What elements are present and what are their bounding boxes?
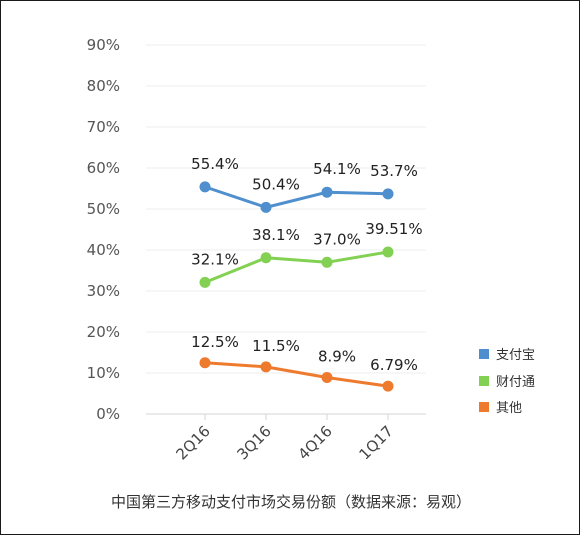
data-label: 37.0%	[313, 230, 361, 248]
y-tick-label: 30%	[87, 282, 120, 300]
data-label: 6.79%	[370, 356, 418, 374]
series-line	[204, 250, 389, 284]
data-point	[321, 186, 333, 198]
legend-swatch	[479, 376, 489, 386]
data-point	[382, 188, 394, 200]
data-point	[260, 361, 272, 373]
series-3: 12.5% 11.5% 8.9% 6.79%	[191, 333, 418, 392]
x-tick-label: 3Q16	[234, 422, 275, 463]
x-tick-label: 2Q16	[173, 422, 214, 463]
data-label: 38.1%	[252, 226, 300, 244]
series-group: 55.4% 50.4% 54.1% 53.7% 32.1% 38.1% 37.0%39.51…	[191, 155, 423, 392]
x-tick-label: 1Q17	[356, 422, 397, 463]
data-point	[199, 357, 211, 369]
data-label: 8.9%	[318, 348, 356, 366]
legend-label: 财付通	[496, 375, 535, 390]
legend-label: 其他	[496, 401, 522, 416]
data-point	[382, 380, 394, 392]
data-point	[260, 201, 272, 213]
legend-swatch	[479, 349, 489, 359]
data-point	[321, 256, 333, 268]
data-point	[382, 246, 394, 258]
series-line	[204, 185, 389, 209]
legend-label: 支付宝	[496, 348, 535, 363]
x-axis-ticks: 2Q16 3Q16 4Q16 1Q17	[173, 414, 397, 463]
y-tick-label: 20%	[87, 323, 120, 341]
chart-caption: 中国第三方移动支付市场交易份额（数据来源：易观）	[111, 493, 471, 511]
y-tick-label: 60%	[87, 159, 120, 177]
x-tick-label: 4Q16	[295, 422, 336, 463]
data-point	[199, 181, 211, 193]
series-line	[204, 361, 389, 388]
data-point	[199, 276, 211, 288]
y-axis-ticks: 0% 10% 20% 30% 40% 50% 60% 70% 80% 90%	[87, 36, 120, 423]
y-tick-label: 50%	[87, 200, 120, 218]
y-tick-label: 0%	[96, 405, 120, 423]
data-label: 32.1%	[191, 250, 239, 268]
data-label: 53.7%	[370, 162, 418, 180]
gridlines	[146, 44, 426, 415]
data-label: 39.51%	[365, 220, 422, 238]
data-label: 54.1%	[313, 160, 361, 178]
data-label: 55.4%	[191, 155, 239, 173]
data-label: 11.5%	[252, 337, 300, 355]
data-label: 12.5%	[191, 333, 239, 351]
y-tick-label: 70%	[87, 118, 120, 136]
series-1: 55.4% 50.4% 54.1% 53.7%	[191, 155, 418, 213]
y-tick-label: 40%	[87, 241, 120, 259]
data-point	[260, 252, 272, 264]
y-tick-label: 90%	[87, 36, 120, 54]
y-tick-label: 10%	[87, 364, 120, 382]
data-point	[321, 372, 333, 384]
legend-swatch	[479, 402, 489, 412]
series-2: 32.1% 38.1% 37.0%39.51%	[191, 220, 423, 288]
data-label: 50.4%	[252, 175, 300, 193]
y-tick-label: 80%	[87, 77, 120, 95]
